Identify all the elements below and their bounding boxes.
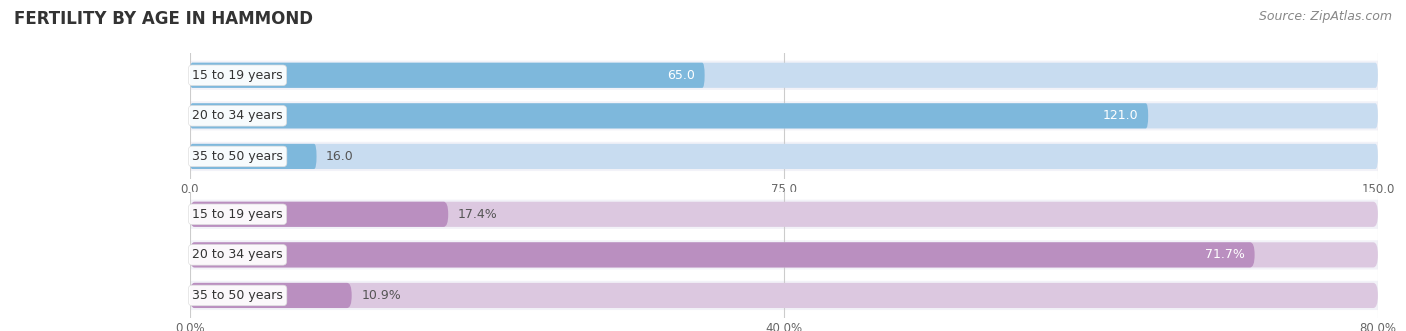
Text: 16.0: 16.0 xyxy=(326,150,354,163)
FancyBboxPatch shape xyxy=(190,63,1378,88)
FancyBboxPatch shape xyxy=(190,103,1149,128)
Text: 71.7%: 71.7% xyxy=(1205,248,1246,261)
FancyBboxPatch shape xyxy=(190,242,1254,267)
Text: 121.0: 121.0 xyxy=(1104,109,1139,122)
Text: 35 to 50 years: 35 to 50 years xyxy=(193,150,283,163)
FancyBboxPatch shape xyxy=(190,240,1378,269)
FancyBboxPatch shape xyxy=(190,242,1378,267)
Text: FERTILITY BY AGE IN HAMMOND: FERTILITY BY AGE IN HAMMOND xyxy=(14,10,314,28)
Text: Source: ZipAtlas.com: Source: ZipAtlas.com xyxy=(1258,10,1392,23)
Text: 15 to 19 years: 15 to 19 years xyxy=(193,69,283,82)
FancyBboxPatch shape xyxy=(190,63,704,88)
FancyBboxPatch shape xyxy=(190,202,449,227)
Text: 15 to 19 years: 15 to 19 years xyxy=(193,208,283,221)
Text: 35 to 50 years: 35 to 50 years xyxy=(193,289,283,302)
Text: 20 to 34 years: 20 to 34 years xyxy=(193,109,283,122)
Text: 20 to 34 years: 20 to 34 years xyxy=(193,248,283,261)
FancyBboxPatch shape xyxy=(190,144,1378,169)
FancyBboxPatch shape xyxy=(190,283,1378,308)
Text: 17.4%: 17.4% xyxy=(458,208,498,221)
FancyBboxPatch shape xyxy=(190,202,1378,227)
FancyBboxPatch shape xyxy=(190,200,1378,229)
FancyBboxPatch shape xyxy=(190,61,1378,90)
FancyBboxPatch shape xyxy=(190,281,1378,310)
Text: 10.9%: 10.9% xyxy=(361,289,401,302)
FancyBboxPatch shape xyxy=(190,283,352,308)
FancyBboxPatch shape xyxy=(190,101,1378,130)
FancyBboxPatch shape xyxy=(190,103,1378,128)
FancyBboxPatch shape xyxy=(190,142,1378,171)
FancyBboxPatch shape xyxy=(190,144,316,169)
Text: 65.0: 65.0 xyxy=(668,69,695,82)
